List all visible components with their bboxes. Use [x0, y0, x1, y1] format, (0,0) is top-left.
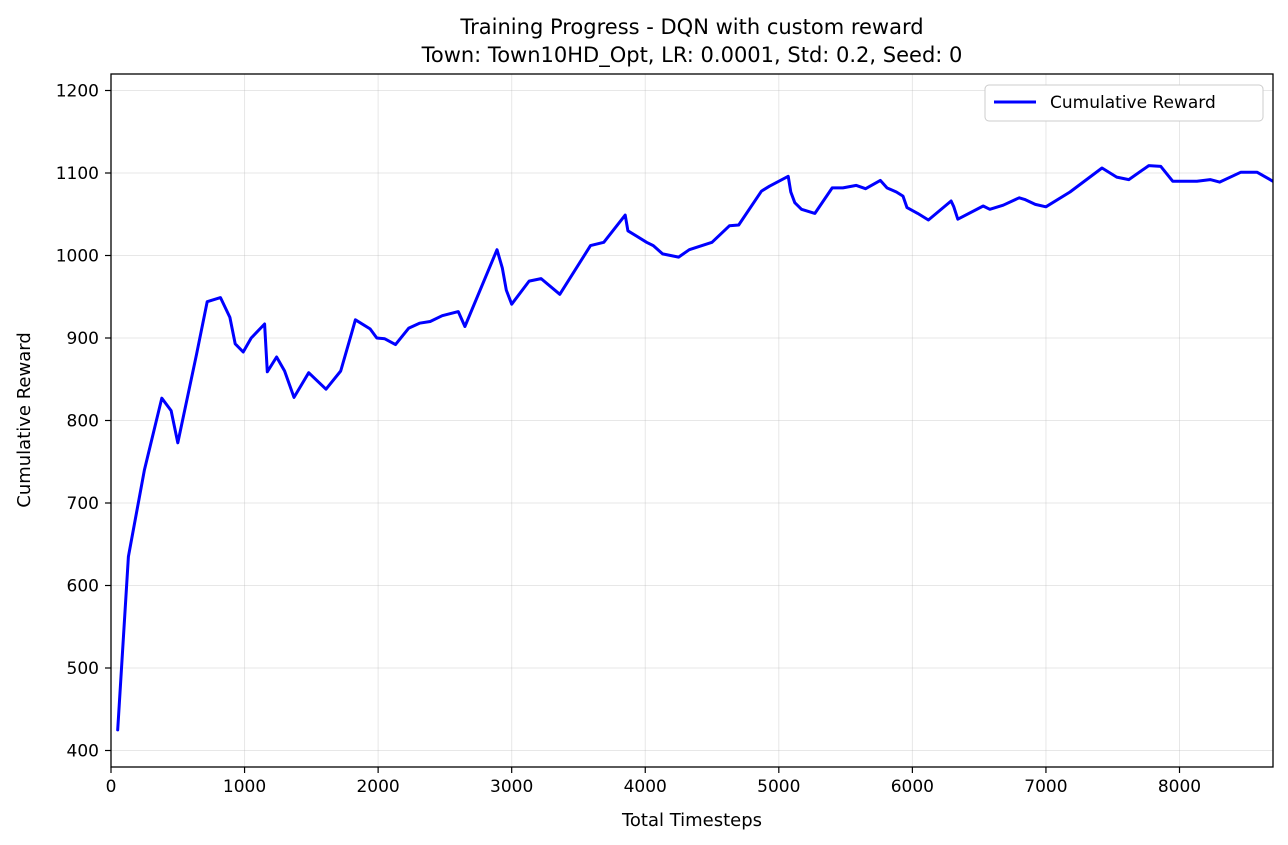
series-layer [116, 164, 1273, 732]
x-tick-label: 6000 [891, 777, 934, 797]
x-tick-label: 5000 [757, 777, 800, 797]
legend: Cumulative Reward [984, 84, 1264, 122]
legend-entry-cumulative-reward: Cumulative Reward [1050, 93, 1216, 113]
y-axis-label: Cumulative Reward [14, 332, 35, 508]
x-tick-label: 1000 [223, 777, 266, 797]
axis-ticks: 0 1000 2000 3000 4000 5000 6000 7000 8000 400 500 6… [56, 82, 1201, 798]
chart-title: Training Progress - DQN with custom rewa… [459, 15, 923, 39]
x-tick-label: 8000 [1158, 777, 1201, 797]
y-tick-label: 900 [67, 329, 99, 349]
y-tick-label: 700 [67, 494, 99, 514]
y-tick-label: 1200 [56, 82, 99, 102]
y-tick-label: 800 [67, 412, 99, 432]
x-tick-label: 7000 [1024, 777, 1067, 797]
chart-subtitle: Town: Town10HD_Opt, LR: 0.0001, Std: 0.2… [421, 43, 963, 68]
grid-lines [110, 74, 1273, 767]
y-tick-label: 1100 [56, 164, 99, 184]
x-tick-label: 4000 [624, 777, 667, 797]
x-tick-label: 0 [106, 777, 117, 797]
legend-box [984, 84, 1264, 122]
y-tick-label: 600 [67, 577, 99, 597]
x-tick-label: 2000 [356, 777, 399, 797]
series-line-0 [116, 164, 1273, 732]
y-tick-label: 500 [67, 659, 99, 679]
x-axis-label: Total Timesteps [621, 810, 762, 831]
y-tick-label: 1000 [56, 247, 99, 267]
y-tick-label: 400 [67, 742, 99, 762]
x-tick-label: 3000 [490, 777, 533, 797]
